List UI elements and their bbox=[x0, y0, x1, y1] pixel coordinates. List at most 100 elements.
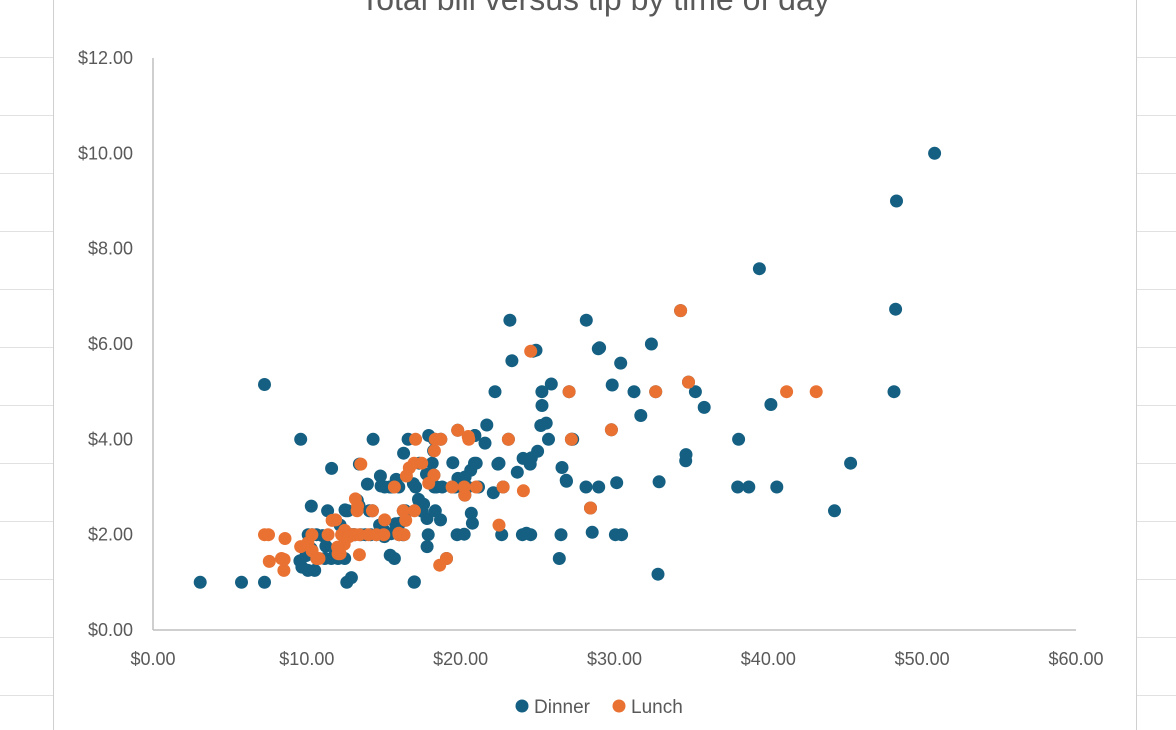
lunch-legend-label: Lunch bbox=[631, 697, 683, 718]
x-tick-label: $60.00 bbox=[1048, 649, 1103, 669]
dinner-point bbox=[627, 385, 641, 399]
lunch-point bbox=[604, 423, 618, 437]
spreadsheet-grid-left bbox=[0, 0, 53, 720]
dinner-point bbox=[752, 262, 766, 276]
x-tick-label: $50.00 bbox=[895, 649, 950, 669]
legend[interactable]: Dinner Lunch bbox=[515, 697, 683, 718]
lunch-point bbox=[562, 385, 576, 399]
lunch-point bbox=[352, 528, 366, 542]
dinner-point bbox=[610, 476, 624, 490]
dinner-point bbox=[319, 539, 333, 553]
axes: $0.00 $2.00 $4.00 $6.00 $8.00 $10.00 $12.00 $0.… bbox=[78, 48, 1104, 669]
dinner-point bbox=[844, 456, 858, 470]
lunch-point bbox=[278, 532, 292, 545]
series-dinner bbox=[193, 146, 942, 589]
dinner-point bbox=[887, 385, 901, 399]
dinner-point bbox=[325, 461, 339, 475]
lunch-point bbox=[809, 385, 823, 399]
dinner-point bbox=[555, 461, 569, 474]
dinner-point bbox=[828, 504, 841, 518]
dinner-point bbox=[697, 400, 711, 414]
dinner-point bbox=[542, 432, 555, 446]
lunch-point bbox=[415, 456, 429, 470]
lunch-point bbox=[305, 528, 319, 542]
lunch-point bbox=[445, 480, 459, 494]
lunch-point bbox=[321, 528, 335, 542]
y-tick-label: $8.00 bbox=[88, 239, 133, 259]
dinner-point bbox=[308, 563, 322, 577]
lunch-point bbox=[649, 385, 663, 399]
dinner-point bbox=[425, 456, 439, 470]
dinner-point bbox=[592, 480, 606, 494]
dinner-point bbox=[434, 513, 447, 527]
dinner-legend-marker bbox=[515, 699, 529, 713]
lunch-point bbox=[378, 513, 392, 527]
lunch-point bbox=[331, 540, 345, 554]
dinner-point bbox=[524, 528, 538, 542]
dinner-point bbox=[235, 575, 248, 589]
dinner-point bbox=[510, 465, 524, 479]
dinner-point bbox=[539, 416, 553, 430]
dinner-point bbox=[258, 575, 271, 589]
dinner-point bbox=[360, 477, 374, 491]
dinner-point bbox=[488, 385, 502, 399]
lunch-point bbox=[462, 432, 476, 446]
lunch-point bbox=[354, 457, 368, 471]
chart-area[interactable]: Total bill versus tip by time of day $0.… bbox=[53, 0, 1137, 730]
dinner-point bbox=[505, 354, 519, 368]
x-tick-label: $0.00 bbox=[130, 649, 175, 669]
dinner-point bbox=[605, 378, 619, 392]
lunch-point bbox=[352, 548, 366, 562]
dinner-point bbox=[679, 448, 693, 462]
lunch-point bbox=[584, 501, 597, 515]
lunch-point bbox=[351, 499, 365, 513]
lunch-point bbox=[501, 432, 515, 446]
dinner-point bbox=[535, 385, 549, 399]
lunch-point bbox=[451, 423, 465, 437]
lunch-point bbox=[342, 530, 356, 544]
lunch-point bbox=[377, 528, 391, 542]
lunch-point bbox=[492, 518, 506, 532]
lunch-point bbox=[387, 480, 401, 494]
lunch-point bbox=[365, 504, 379, 518]
dinner-point bbox=[407, 575, 421, 589]
y-tick-label: $4.00 bbox=[88, 429, 133, 449]
dinner-point bbox=[634, 409, 648, 422]
dinner-point bbox=[397, 446, 411, 460]
dinner-point bbox=[579, 480, 593, 494]
dinner-point bbox=[464, 506, 478, 520]
y-tick-label: $12.00 bbox=[78, 48, 133, 68]
dinner-point bbox=[469, 456, 483, 470]
dinner-point bbox=[770, 480, 784, 494]
y-tick-label: $10.00 bbox=[78, 143, 133, 163]
spreadsheet-grid-right bbox=[1136, 0, 1176, 720]
dinner-point bbox=[731, 480, 745, 494]
lunch-point bbox=[277, 553, 291, 566]
lunch-point bbox=[409, 432, 423, 446]
x-tick-label: $40.00 bbox=[741, 649, 796, 669]
dinner-point bbox=[554, 528, 568, 542]
chart-title: Total bill versus tip by time of day bbox=[360, 0, 830, 17]
dinner-point bbox=[535, 399, 549, 412]
dinner-point bbox=[579, 313, 593, 327]
lunch-point bbox=[407, 504, 421, 518]
x-tick-label: $30.00 bbox=[587, 649, 642, 669]
dinner-point bbox=[486, 486, 500, 500]
dinner-point bbox=[341, 504, 355, 518]
y-tick-label: $2.00 bbox=[88, 525, 133, 545]
dinner-point bbox=[889, 302, 903, 316]
lunch-point bbox=[312, 552, 326, 565]
dinner-point bbox=[928, 146, 942, 160]
dinner-point bbox=[373, 469, 387, 483]
dinner-point bbox=[544, 377, 558, 391]
dinner-point bbox=[435, 480, 449, 494]
dinner-point bbox=[651, 567, 665, 581]
lunch-point bbox=[469, 480, 483, 494]
dinner-point bbox=[593, 341, 607, 355]
dinner-point bbox=[421, 528, 435, 542]
dinner-point bbox=[344, 571, 358, 585]
dinner-point bbox=[552, 552, 566, 565]
dinner-point bbox=[732, 432, 746, 446]
dinner-point bbox=[531, 444, 545, 458]
dinner-point bbox=[742, 480, 756, 494]
